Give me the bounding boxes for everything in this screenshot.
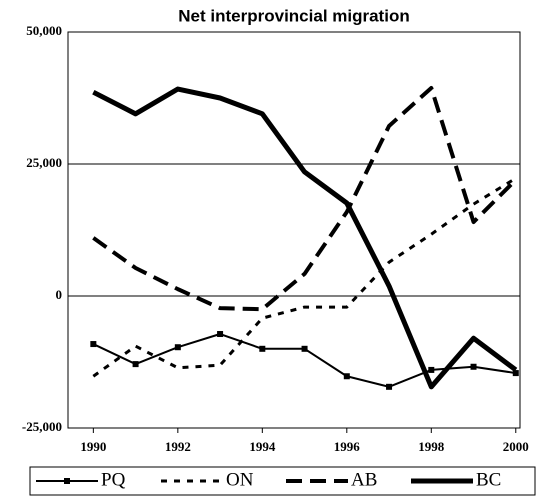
point-marker bbox=[174, 344, 181, 351]
legend-label: BC bbox=[476, 469, 501, 490]
y-tick-label: -25,000 bbox=[22, 419, 62, 434]
y-tick-label: 25,000 bbox=[26, 155, 62, 170]
series-line bbox=[92, 86, 518, 390]
x-tick-label: 2000 bbox=[503, 439, 529, 454]
x-tick-label: 1992 bbox=[165, 439, 191, 454]
point-marker bbox=[132, 361, 139, 368]
point-marker bbox=[217, 331, 224, 338]
point-marker bbox=[512, 370, 519, 377]
series-line bbox=[92, 176, 517, 378]
legend-box bbox=[29, 466, 536, 496]
legend-label: PQ bbox=[101, 469, 126, 490]
x-tick-label: 1990 bbox=[80, 439, 106, 454]
y-tick-label: 50,000 bbox=[26, 23, 62, 38]
chart-title: Net interprovincial migration bbox=[178, 6, 409, 25]
x-tick-label: 1994 bbox=[249, 439, 276, 454]
y-tick-label: 0 bbox=[56, 287, 63, 302]
point-marker bbox=[259, 345, 266, 352]
point-marker bbox=[386, 383, 393, 390]
point-marker bbox=[90, 341, 97, 348]
point-marker bbox=[428, 366, 435, 373]
series-line bbox=[92, 85, 518, 312]
x-tick-label: 1998 bbox=[418, 439, 445, 454]
point-marker bbox=[470, 363, 477, 370]
point-marker bbox=[301, 345, 308, 352]
legend-label: AB bbox=[351, 469, 377, 490]
point-marker bbox=[343, 373, 350, 380]
legend-label: ON bbox=[226, 469, 254, 490]
x-tick-label: 1996 bbox=[334, 439, 361, 454]
legend-marker bbox=[64, 478, 70, 484]
